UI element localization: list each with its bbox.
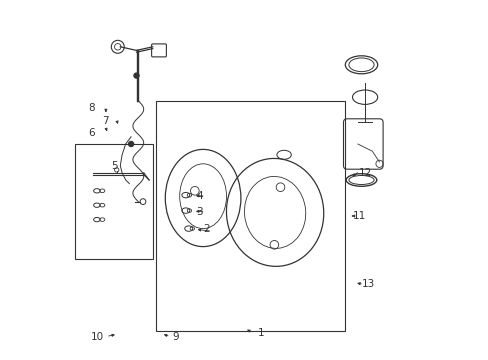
Text: 11: 11 bbox=[352, 211, 366, 221]
Text: 4: 4 bbox=[196, 191, 203, 201]
Text: 12: 12 bbox=[358, 168, 371, 178]
Text: 7: 7 bbox=[102, 116, 109, 126]
Text: 2: 2 bbox=[203, 224, 209, 234]
Text: 10: 10 bbox=[90, 332, 103, 342]
Text: 6: 6 bbox=[88, 128, 95, 138]
Text: 3: 3 bbox=[196, 207, 203, 217]
Circle shape bbox=[134, 73, 139, 78]
Text: 13: 13 bbox=[361, 279, 375, 289]
Text: 5: 5 bbox=[111, 161, 118, 171]
Text: 1: 1 bbox=[257, 328, 264, 338]
Text: 9: 9 bbox=[172, 332, 179, 342]
Text: 8: 8 bbox=[88, 103, 95, 113]
Circle shape bbox=[128, 141, 133, 147]
